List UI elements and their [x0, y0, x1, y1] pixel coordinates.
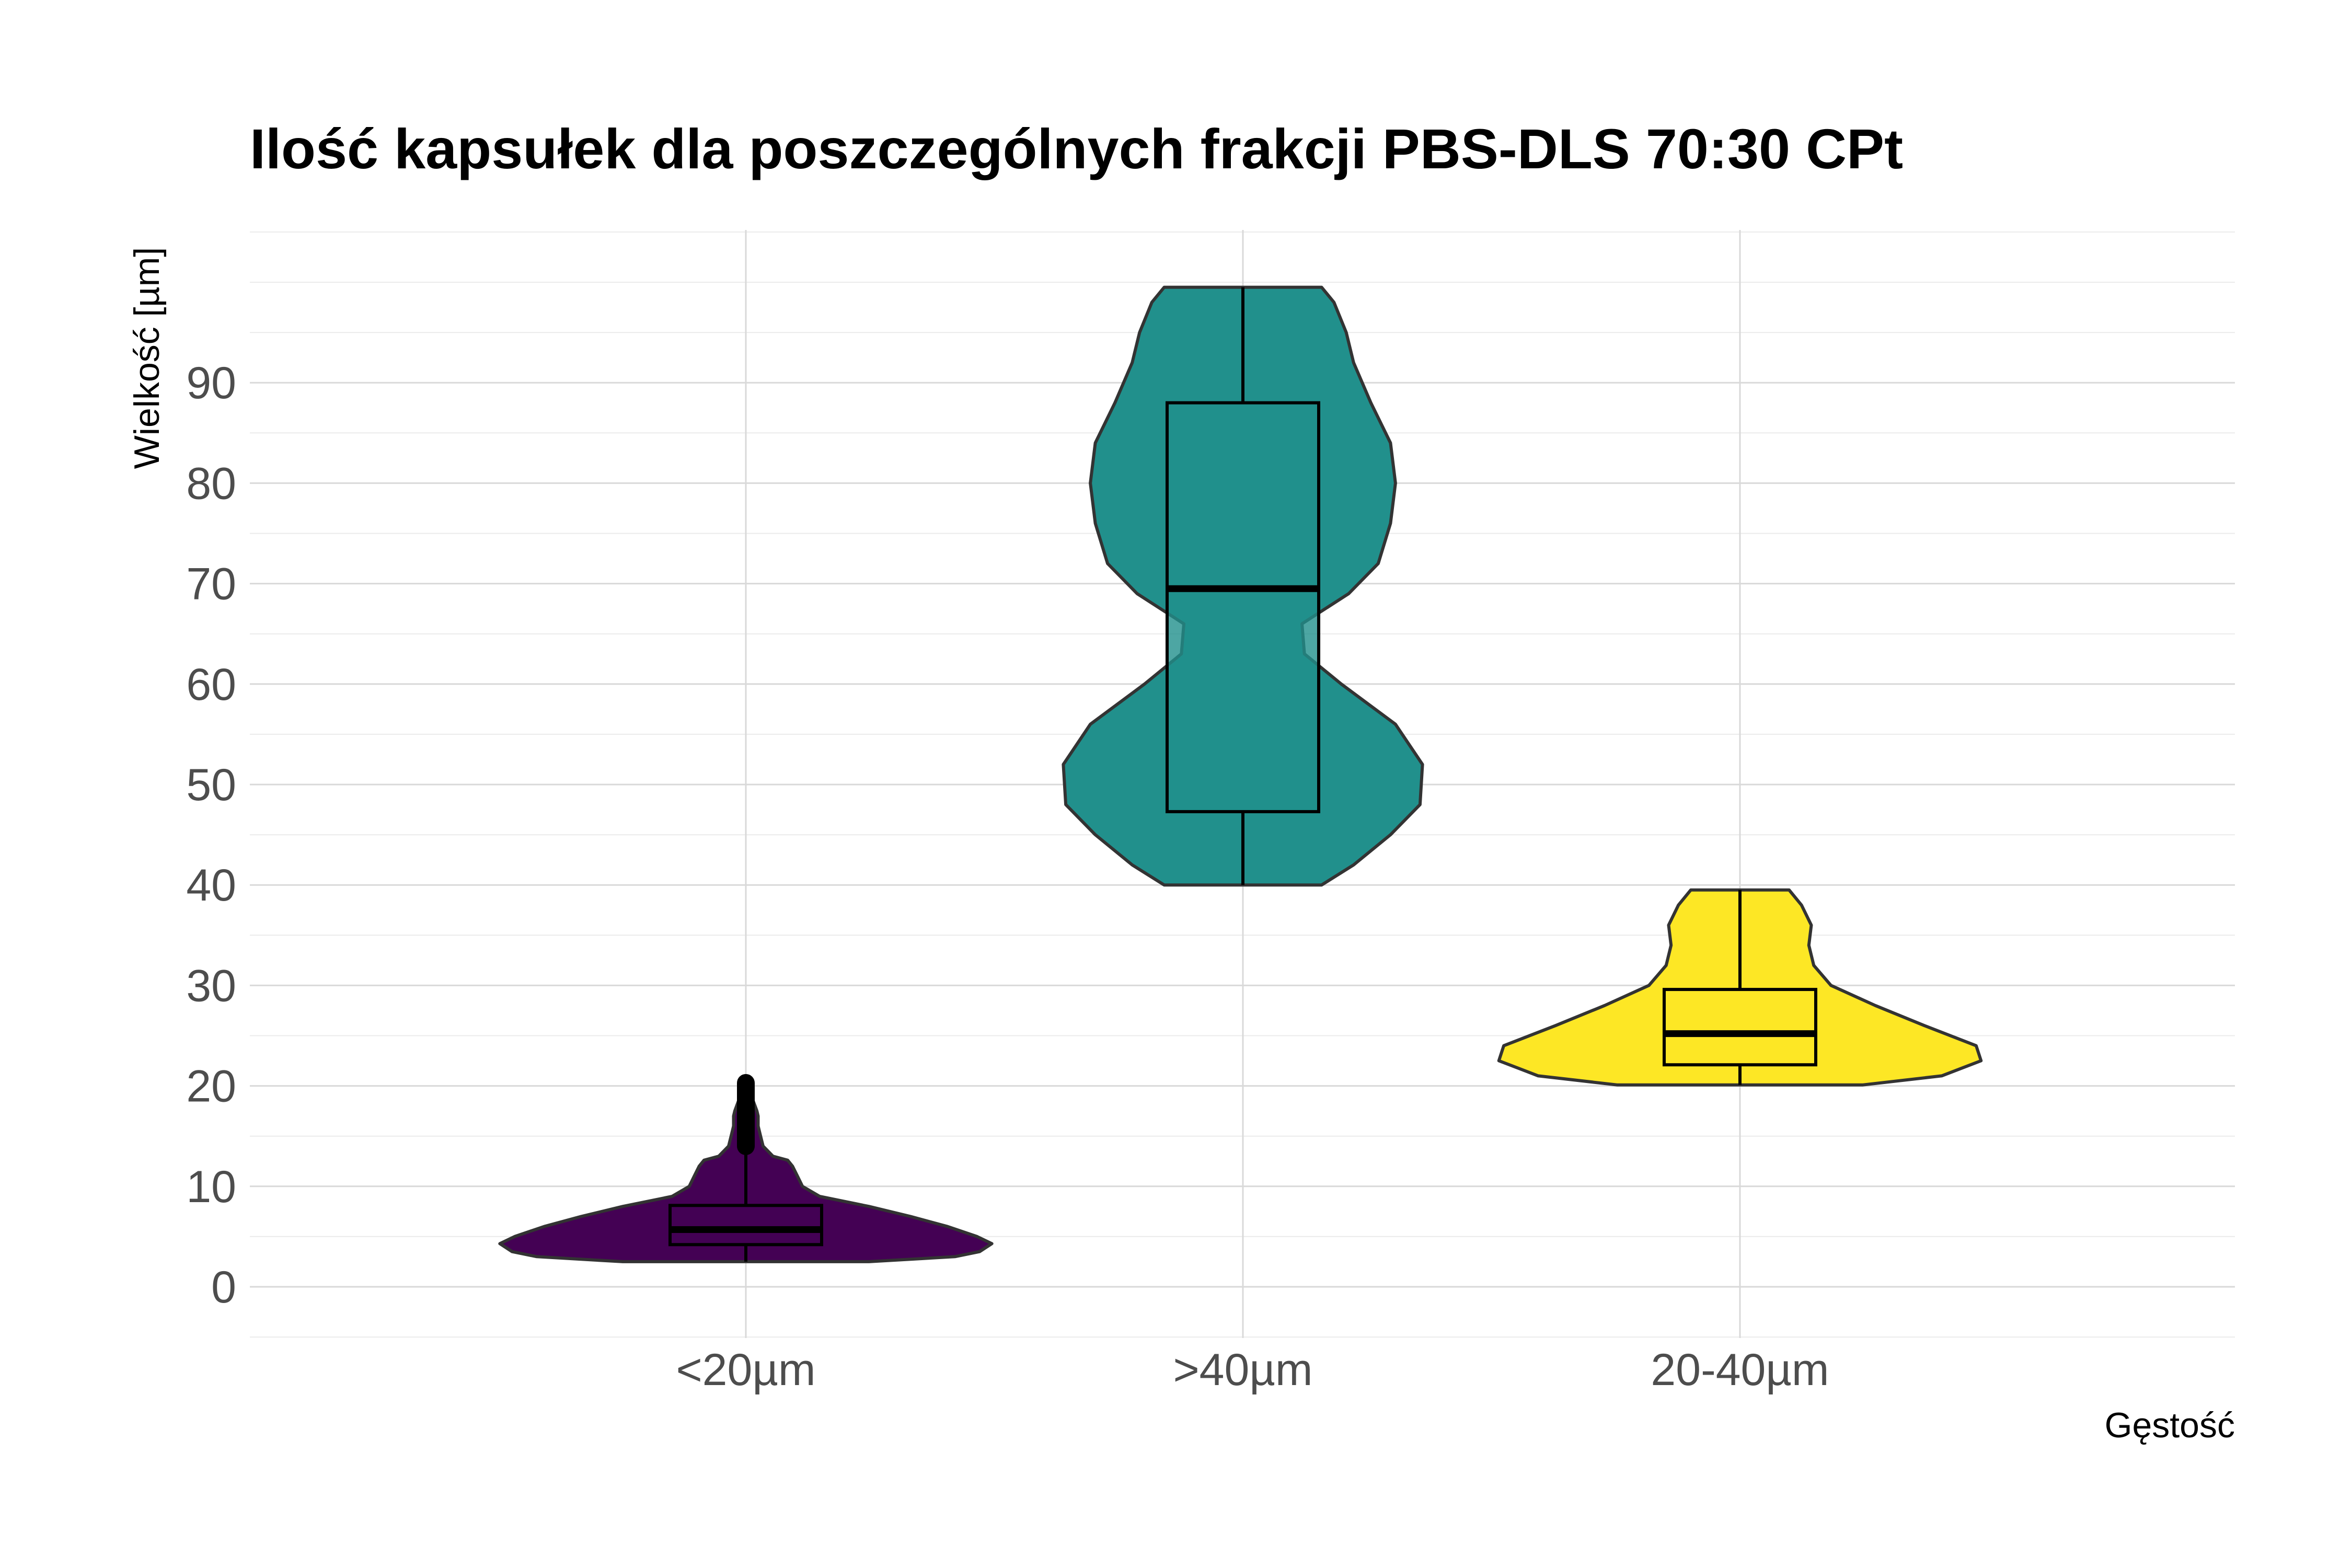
y-tick-label: 50 — [186, 760, 236, 810]
y-tick-label: 60 — [186, 660, 236, 710]
y-tick-label: 40 — [186, 860, 236, 910]
box-iqr — [1664, 989, 1816, 1065]
y-tick-label: 20 — [186, 1062, 236, 1112]
x-tick-label: >40µm — [1173, 1345, 1312, 1395]
y-tick-label: 80 — [186, 458, 236, 509]
box-iqr — [670, 1205, 822, 1244]
box-iqr — [1167, 403, 1319, 812]
x-axis-label: Gęstość — [2105, 1405, 2235, 1445]
y-tick-label: 0 — [211, 1262, 236, 1312]
x-tick-label: 20-40µm — [1651, 1345, 1829, 1395]
y-axis-label: Wielkość [µm] — [127, 247, 167, 469]
y-tick-label: 10 — [186, 1162, 236, 1212]
y-tick-label: 70 — [186, 559, 236, 609]
chart-title: Ilość kapsułek dla poszczególnych frakcj… — [250, 117, 1903, 180]
y-tick-label: 30 — [186, 961, 236, 1011]
y-tick-label: 90 — [186, 358, 236, 408]
x-tick-label: <20µm — [676, 1345, 815, 1395]
